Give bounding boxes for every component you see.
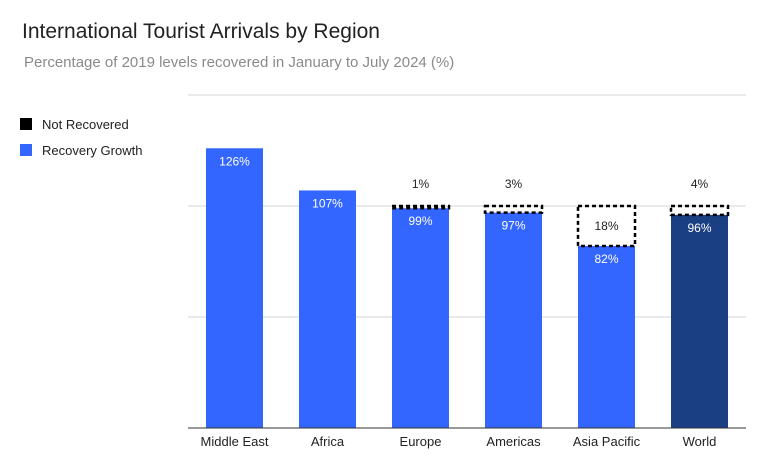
legend-item-not-recovered: Not Recovered	[20, 116, 142, 132]
legend-label-not-recovered: Not Recovered	[42, 116, 129, 132]
category-tick-label: Africa	[311, 434, 345, 449]
recovery-bar	[206, 148, 263, 428]
not-recovered-segment	[669, 204, 730, 217]
not-recovered-value-label: 4%	[691, 177, 709, 191]
legend-label-recovery-growth: Recovery Growth	[42, 142, 143, 158]
recovery-value-label: 96%	[687, 221, 711, 235]
recovery-bar	[392, 208, 449, 428]
category-tick-label: Americas	[486, 434, 541, 449]
recovery-value-label: 107%	[312, 196, 343, 210]
not-recovered-segment	[390, 204, 451, 210]
recovery-value-label: 82%	[594, 252, 618, 266]
not-recovered-segment	[576, 204, 637, 248]
chart-title: International Tourist Arrivals by Region	[22, 20, 380, 43]
recovery-value-label: 99%	[408, 214, 432, 228]
category-tick-label: Middle East	[201, 434, 269, 449]
category-tick-label: Asia Pacific	[573, 434, 641, 449]
chart-subtitle: Percentage of 2019 levels recovered in J…	[24, 54, 455, 71]
legend-swatch-not-recovered	[20, 118, 32, 130]
legend-swatch-recovery-growth	[20, 144, 32, 156]
not-recovered-segment	[483, 204, 544, 214]
legend: Not Recovered Recovery Growth	[20, 116, 142, 168]
recovery-bar	[671, 214, 728, 428]
recovery-value-label: 97%	[501, 219, 525, 233]
recovery-bar	[299, 190, 356, 428]
not-recovered-value-label: 3%	[505, 177, 523, 191]
recovery-bar	[485, 212, 542, 428]
category-tick-label: World	[683, 434, 717, 449]
recovery-bar	[578, 245, 635, 428]
category-tick-label: Europe	[400, 434, 442, 449]
not-recovered-value-label: 1%	[412, 177, 430, 191]
legend-item-recovery-growth: Recovery Growth	[20, 142, 142, 158]
not-recovered-value-label: 18%	[594, 219, 618, 233]
recovery-value-label: 126%	[219, 154, 250, 168]
